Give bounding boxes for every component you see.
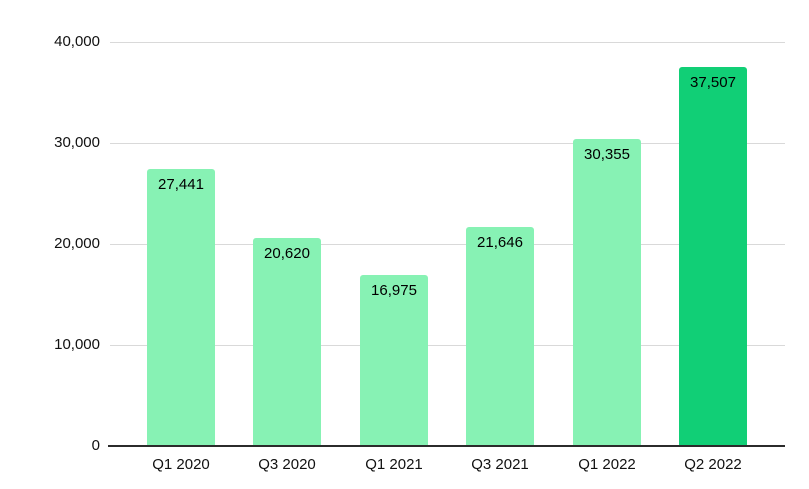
bar-q1-2022[interactable]: 30,355 xyxy=(573,139,641,446)
bar-q2-2022[interactable]: 37,507 xyxy=(679,67,747,446)
y-axis-tick-label: 40,000 xyxy=(54,33,100,50)
y-axis-tick-label: 30,000 xyxy=(54,134,100,151)
bar-q1-2020[interactable]: 27,441 xyxy=(147,169,215,446)
y-axis-tick-label: 20,000 xyxy=(54,235,100,252)
x-axis-tick-label: Q1 2020 xyxy=(152,456,210,473)
bar-value-label: 27,441 xyxy=(158,176,204,193)
x-axis-tick-label: Q2 2022 xyxy=(684,456,742,473)
x-axis-tick-label: Q3 2020 xyxy=(258,456,316,473)
x-axis-line xyxy=(108,445,785,447)
gridline-10000 xyxy=(110,345,785,346)
y-axis-tick-label: 10,000 xyxy=(54,336,100,353)
y-axis-tick-label: 0 xyxy=(91,437,100,454)
gridline-20000 xyxy=(110,244,785,245)
bar-value-label: 20,620 xyxy=(264,245,310,262)
gridline-30000 xyxy=(110,143,785,144)
bar-value-label: 37,507 xyxy=(690,74,736,91)
bar-value-label: 21,646 xyxy=(477,234,523,251)
bar-value-label: 30,355 xyxy=(584,146,630,163)
x-axis-tick-label: Q1 2021 xyxy=(365,456,423,473)
gridline-40000 xyxy=(110,42,785,43)
bar-q3-2021[interactable]: 21,646 xyxy=(466,227,534,446)
x-axis-tick-label: Q1 2022 xyxy=(578,456,636,473)
bar-value-label: 16,975 xyxy=(371,282,417,299)
x-axis-tick-label: Q3 2021 xyxy=(471,456,529,473)
bar-q3-2020[interactable]: 20,620 xyxy=(253,238,321,446)
bar-q1-2021[interactable]: 16,975 xyxy=(360,275,428,446)
